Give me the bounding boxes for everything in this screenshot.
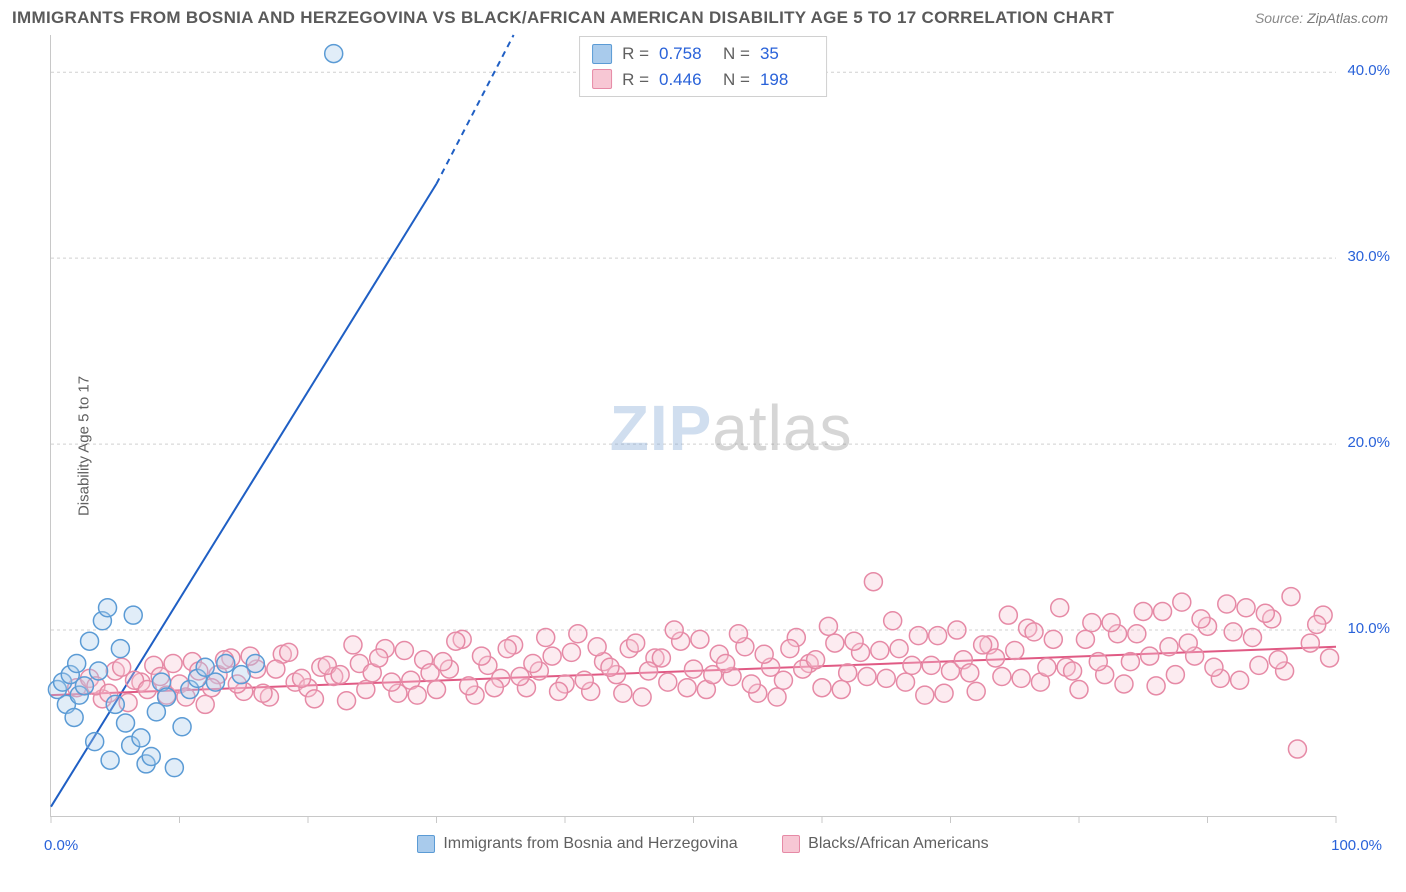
n-label: N = <box>723 67 750 93</box>
swatch-black <box>782 835 800 853</box>
y-tick-label: 20.0% <box>1347 434 1390 451</box>
y-tick-label: 30.0% <box>1347 248 1390 265</box>
y-tick-label: 10.0% <box>1347 620 1390 637</box>
source-label: Source: <box>1255 10 1303 26</box>
legend-row-bosnia: R = 0.758 N = 35 <box>592 41 814 67</box>
correlation-legend: R = 0.758 N = 35 R = 0.446 N = 198 <box>579 36 827 97</box>
source-value: ZipAtlas.com <box>1307 10 1388 26</box>
n-value-black: 198 <box>760 67 814 93</box>
legend-row-black: R = 0.446 N = 198 <box>592 67 814 93</box>
x-tick-label-max: 100.0% <box>1331 837 1382 854</box>
n-label: N = <box>723 41 750 67</box>
legend-label-bosnia: Immigrants from Bosnia and Herzegovina <box>443 835 737 853</box>
x-tick-label-min: 0.0% <box>44 837 78 854</box>
swatch-black <box>592 69 612 89</box>
scatter-svg <box>51 35 1336 816</box>
legend-item-black: Blacks/African Americans <box>782 835 989 853</box>
r-value-bosnia: 0.758 <box>659 41 713 67</box>
n-value-bosnia: 35 <box>760 41 814 67</box>
r-label: R = <box>622 41 649 67</box>
legend-label-black: Blacks/African Americans <box>808 835 989 853</box>
plot-area <box>50 35 1336 817</box>
series-legend: Immigrants from Bosnia and Herzegovina B… <box>0 835 1406 858</box>
y-tick-label: 40.0% <box>1347 62 1390 79</box>
source-attribution: Source: ZipAtlas.com <box>1255 10 1388 26</box>
r-value-black: 0.446 <box>659 67 713 93</box>
r-label: R = <box>622 67 649 93</box>
chart-title: IMMIGRANTS FROM BOSNIA AND HERZEGOVINA V… <box>12 8 1114 28</box>
swatch-bosnia <box>417 835 435 853</box>
legend-item-bosnia: Immigrants from Bosnia and Herzegovina <box>417 835 737 853</box>
swatch-bosnia <box>592 44 612 64</box>
